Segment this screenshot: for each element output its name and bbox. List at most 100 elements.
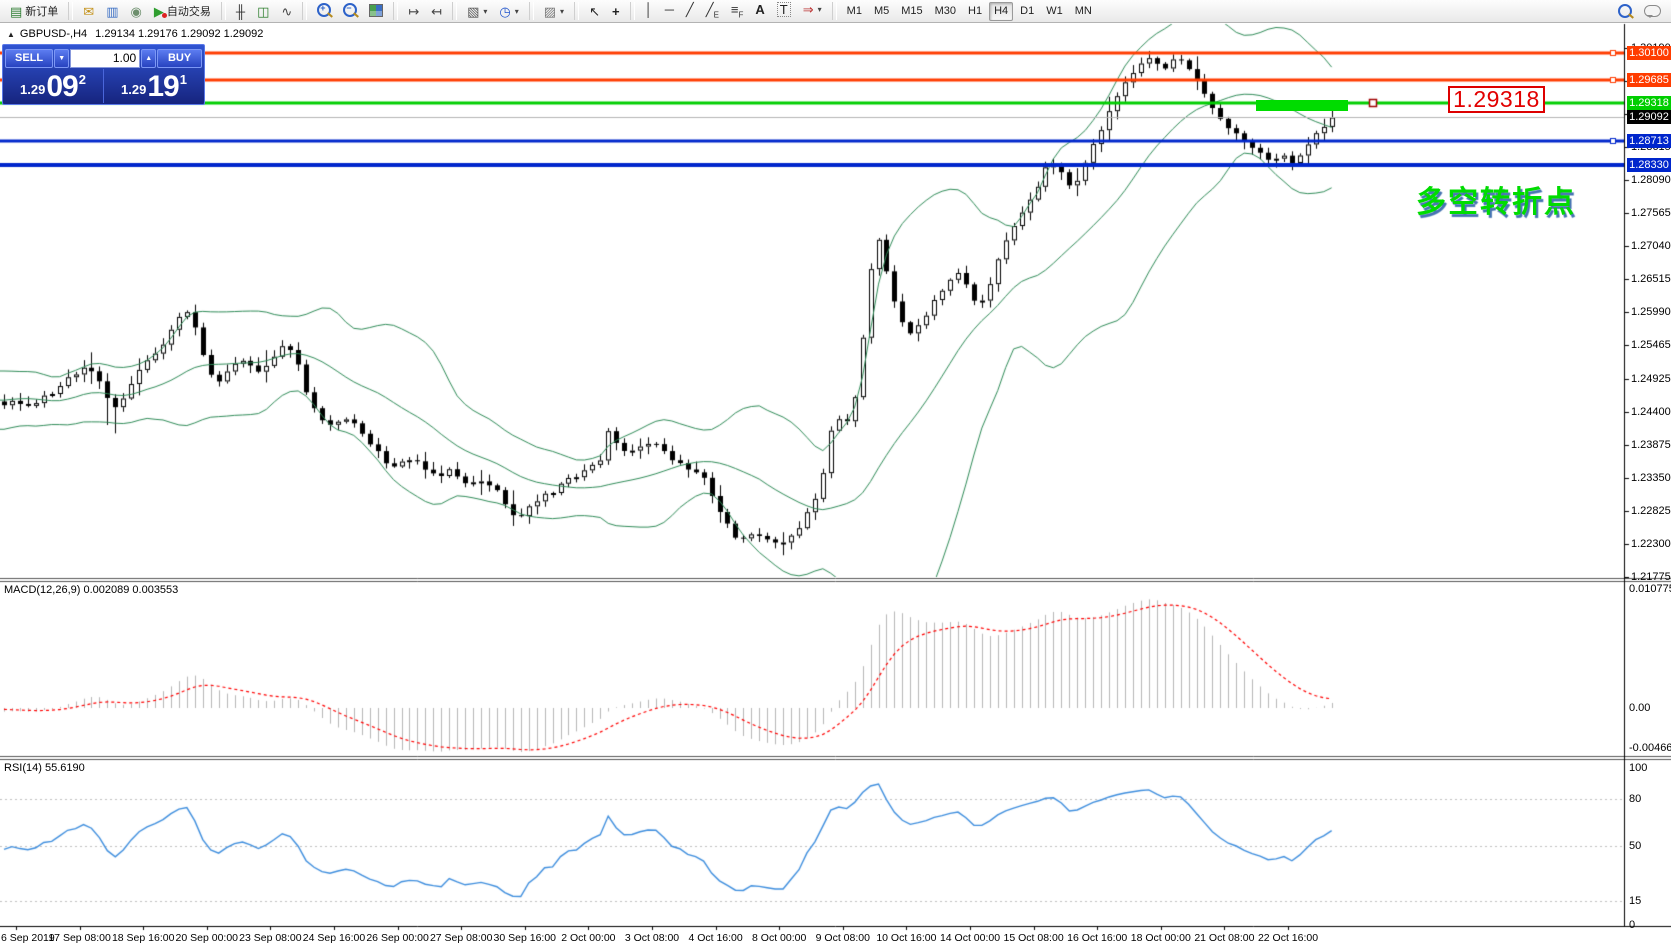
candles-button[interactable]: ◫ xyxy=(252,2,274,21)
envelope-button[interactable]: ✉ xyxy=(78,2,99,21)
collapse-panel-icon[interactable]: ▲ xyxy=(7,30,15,39)
chat-button[interactable] xyxy=(1639,2,1666,21)
timeframe-h1-button[interactable]: H1 xyxy=(963,2,987,21)
buy-price-sup: 1 xyxy=(179,72,187,87)
macd-indicator-label: MACD(12,26,9) 0.002089 0.003553 xyxy=(4,584,179,596)
hline-button[interactable]: ─ xyxy=(660,0,679,19)
channel-button[interactable]: ╱E xyxy=(701,3,724,22)
time-axis-label: 16 Oct 16:00 xyxy=(1067,932,1128,944)
one-click-trading-panel: SELL ▼ ▲ BUY 1.29 09 2 1.29 19 1 xyxy=(2,44,205,105)
terminal-icon: ▥ xyxy=(106,3,119,19)
dropdown-caret-icon: ▾ xyxy=(817,5,822,15)
price-axis-tick: 1.27565 xyxy=(1631,206,1671,219)
toolbar-separator xyxy=(528,2,534,20)
trendline-button[interactable]: ╱ xyxy=(681,0,699,19)
time-axis-label: 8 Oct 00:00 xyxy=(752,932,807,944)
auto-scroll-button[interactable]: ↦ xyxy=(403,2,424,21)
toolbar-separator xyxy=(302,2,308,20)
periods-button[interactable]: ◷ ▾ xyxy=(494,2,523,21)
new-order-icon: ▤ xyxy=(10,3,23,19)
text-label-button[interactable]: T xyxy=(772,0,796,19)
price-axis-tick: 1.23350 xyxy=(1631,471,1671,484)
rsi-axis-tick: 0 xyxy=(1629,918,1636,931)
price-annotation-box[interactable]: 1.29318 xyxy=(1448,85,1545,113)
new-chart-button[interactable]: ▧ ▾ xyxy=(462,2,492,21)
arrows-button[interactable]: ⇒ ▾ xyxy=(798,0,827,19)
chart-shift-icon: ↤ xyxy=(431,3,443,19)
timeframe-m30-button[interactable]: M30 xyxy=(930,2,961,21)
crosshair-button[interactable]: + xyxy=(607,2,625,21)
timeframe-d1-button[interactable]: D1 xyxy=(1015,2,1039,21)
toolbar-separator xyxy=(574,2,580,20)
crosshair-icon: + xyxy=(611,3,620,19)
terminal-button[interactable]: ▥ xyxy=(101,2,123,21)
chat-icon xyxy=(1644,5,1661,18)
time-axis-label: 23 Sep 08:00 xyxy=(239,932,302,944)
templates-icon: ▨ xyxy=(543,3,557,19)
zoom-out-button[interactable]: − xyxy=(338,0,362,19)
trendline-icon: ╱ xyxy=(685,2,694,18)
timeframe-h4-button[interactable]: H4 xyxy=(989,1,1014,21)
volume-input[interactable] xyxy=(70,48,141,68)
bars-icon: ╫ xyxy=(235,3,246,19)
highlight-rectangle-object[interactable] xyxy=(1256,99,1348,111)
sell-button[interactable]: SELL xyxy=(5,48,54,68)
vline-button[interactable]: │ xyxy=(640,0,658,19)
signal-icon: ◉ xyxy=(130,3,142,19)
signal-button[interactable]: ◉ xyxy=(126,2,147,21)
autotrading-button[interactable]: ▶ 自动交易 xyxy=(149,2,216,21)
price-axis-tick: 1.25990 xyxy=(1631,305,1671,318)
time-axis-label: 21 Oct 08:00 xyxy=(1194,932,1255,944)
text-button[interactable]: A xyxy=(750,0,769,19)
bars-button[interactable]: ╫ xyxy=(231,2,250,21)
vline-icon: │ xyxy=(644,2,653,18)
chart-header: ▲ GBPUSD-,H4 1.29134 1.29176 1.29092 1.290… xyxy=(7,28,263,40)
fibonacci-button[interactable]: ≡F xyxy=(726,3,748,22)
time-axis-label: 15 Oct 08:00 xyxy=(1003,932,1064,944)
timeframe-m5-button[interactable]: M5 xyxy=(869,2,894,21)
timeframe-m15-button[interactable]: M15 xyxy=(896,2,927,21)
sell-price-big: 09 xyxy=(46,70,78,103)
toolbar-separator xyxy=(452,2,458,20)
timeframe-m1-button[interactable]: M1 xyxy=(842,2,867,21)
tile-windows-icon xyxy=(369,3,384,17)
line-button[interactable]: ∿ xyxy=(276,2,297,21)
time-axis-label: 10 Oct 16:00 xyxy=(876,932,937,944)
rsi-axis-tick: 80 xyxy=(1629,792,1642,805)
tile-windows-button[interactable] xyxy=(364,1,388,20)
zoom-in-button[interactable]: + xyxy=(312,0,336,19)
volume-decrease-button[interactable]: ▼ xyxy=(54,48,70,68)
turning-point-text[interactable]: 多空转折点 xyxy=(1416,186,1576,219)
buy-button[interactable]: BUY xyxy=(157,48,202,68)
zoom-out-icon: − xyxy=(343,2,358,17)
new-order-button[interactable]: ▤ 新订单 xyxy=(5,2,63,21)
price-level-badge: 1.28330 xyxy=(1627,157,1671,172)
price-axis-tick: 1.26515 xyxy=(1631,272,1671,285)
chart-shift-button[interactable]: ↤ xyxy=(426,2,447,21)
cursor-button[interactable]: ↖ xyxy=(584,2,605,21)
templates-button[interactable]: ▨ ▾ xyxy=(539,2,569,21)
timeframe-w1-button[interactable]: W1 xyxy=(1041,2,1068,21)
search-button[interactable] xyxy=(1613,2,1637,21)
ohlc-values: 1.29134 1.29176 1.29092 1.29092 xyxy=(95,28,264,40)
toolbar-separator xyxy=(831,2,837,20)
buy-price-prefix: 1.29 xyxy=(121,82,147,97)
cursor-icon: ↖ xyxy=(589,3,600,19)
timeframe-mn-button[interactable]: MN xyxy=(1070,2,1097,21)
sell-price[interactable]: 1.29 09 2 xyxy=(3,69,104,103)
sell-price-prefix: 1.29 xyxy=(20,82,46,97)
buy-price[interactable]: 1.29 19 1 xyxy=(104,69,204,103)
price-level-badge: 1.29318 xyxy=(1627,95,1671,110)
price-axis-tick: 1.27040 xyxy=(1631,239,1671,252)
zoom-in-icon: + xyxy=(317,2,332,17)
dropdown-caret-icon: ▾ xyxy=(483,6,488,16)
time-axis-label: 18 Oct 00:00 xyxy=(1130,932,1191,944)
volume-increase-button[interactable]: ▲ xyxy=(141,48,157,68)
time-axis-label: 6 Sep 2019 xyxy=(1,932,55,944)
price-axis-tick: 1.28090 xyxy=(1631,173,1671,186)
rsi-indicator-label: RSI(14) 55.6190 xyxy=(4,762,85,774)
hline-icon: ─ xyxy=(664,2,674,18)
toolbar-separator xyxy=(68,2,74,20)
